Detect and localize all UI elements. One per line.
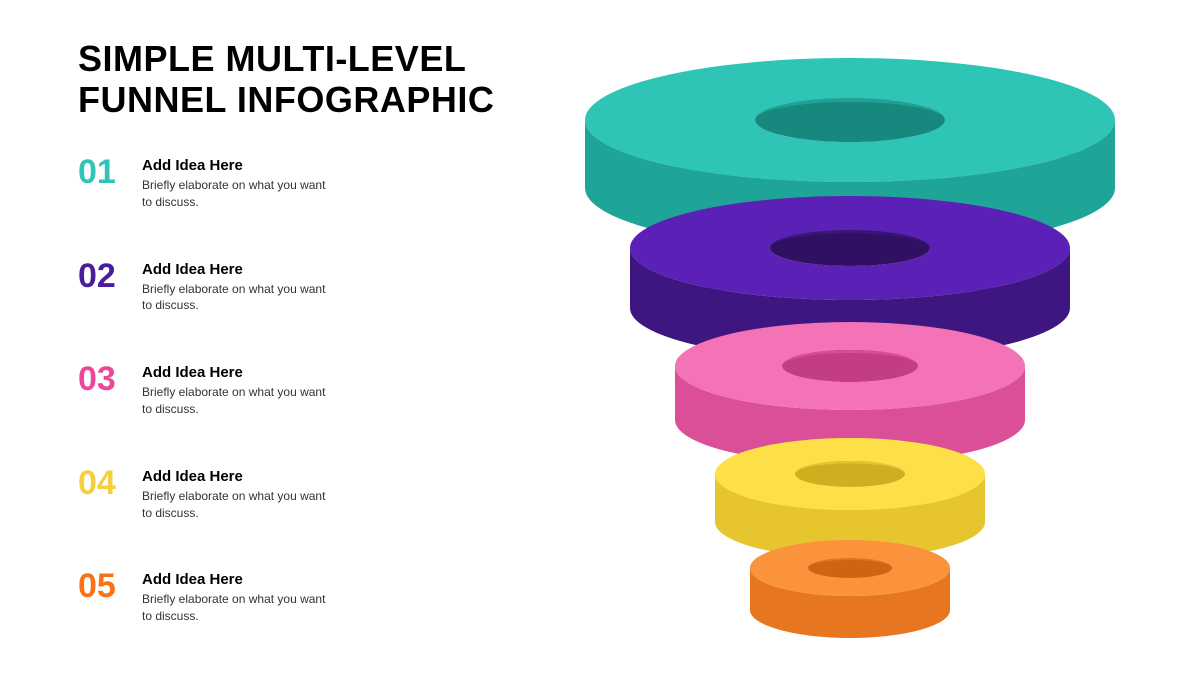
list-item: 05Add Idea Here Briefly elaborate on what… <box>78 569 398 625</box>
item-number: 03 <box>78 362 142 396</box>
item-description: Briefly elaborate on what you want to di… <box>142 488 332 522</box>
item-number: 05 <box>78 569 142 603</box>
item-heading: Add Idea Here <box>142 364 332 381</box>
item-heading: Add Idea Here <box>142 157 332 174</box>
item-heading: Add Idea Here <box>142 261 332 278</box>
list-item: 03Add Idea Here Briefly elaborate on what… <box>78 362 398 418</box>
title-line-2: FUNNEL INFOGRAPHIC <box>78 79 494 120</box>
item-text: Add Idea Here Briefly elaborate on what y… <box>142 569 332 625</box>
title-line-1: SIMPLE MULTI-LEVEL <box>78 38 494 79</box>
items-list: 01Add Idea HereBriefly elaborate on what… <box>78 155 398 673</box>
list-item: 02Add Idea Here Briefly elaborate on what… <box>78 259 398 315</box>
item-text: Add Idea Here Briefly elaborate on what y… <box>142 259 332 315</box>
item-number: 01 <box>78 155 142 189</box>
item-heading: Add Idea Here <box>142 571 332 588</box>
item-description: Briefly elaborate on what you want to di… <box>142 384 332 418</box>
item-text: Add Idea Here Briefly elaborate on what y… <box>142 466 332 522</box>
item-description: Briefly elaborate on what you want to di… <box>142 177 332 211</box>
funnel-level-5 <box>750 540 950 638</box>
item-number: 02 <box>78 259 142 293</box>
page-title: SIMPLE MULTI-LEVEL FUNNEL INFOGRAPHIC <box>78 38 494 121</box>
funnel-graphic <box>540 30 1160 660</box>
item-number: 04 <box>78 466 142 500</box>
item-text: Add Idea Here Briefly elaborate on what y… <box>142 155 332 211</box>
item-heading: Add Idea Here <box>142 468 332 485</box>
item-description: Briefly elaborate on what you want to di… <box>142 281 332 315</box>
item-text: Add Idea Here Briefly elaborate on what y… <box>142 362 332 418</box>
list-item: 01Add Idea Here Briefly elaborate on what… <box>78 155 398 211</box>
list-item: 04Add Idea Here Briefly elaborate on what… <box>78 466 398 522</box>
item-description: Briefly elaborate on what you want to di… <box>142 591 332 625</box>
funnel-level-4 <box>715 438 985 558</box>
